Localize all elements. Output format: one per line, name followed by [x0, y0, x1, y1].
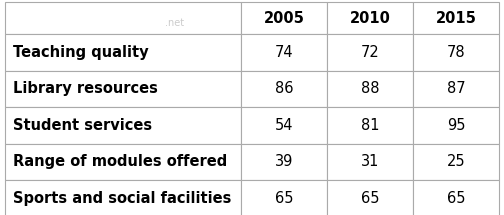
- Bar: [241, 180, 327, 215]
- Bar: [413, 2, 499, 34]
- Bar: [5, 71, 241, 107]
- Bar: [413, 180, 499, 215]
- Bar: [241, 2, 327, 34]
- Text: 78: 78: [447, 45, 465, 60]
- Bar: [5, 180, 241, 215]
- Text: Student services: Student services: [13, 118, 152, 133]
- Bar: [327, 180, 413, 215]
- Bar: [5, 34, 241, 71]
- Text: 74: 74: [275, 45, 293, 60]
- Bar: [413, 34, 499, 71]
- Bar: [5, 107, 241, 144]
- Text: 2015: 2015: [435, 11, 476, 26]
- Bar: [413, 71, 499, 107]
- Text: Library resources: Library resources: [13, 81, 157, 96]
- Bar: [327, 2, 413, 34]
- Bar: [327, 34, 413, 71]
- Text: 54: 54: [275, 118, 293, 133]
- Text: 87: 87: [447, 81, 465, 96]
- Text: 31: 31: [361, 154, 379, 169]
- Text: 86: 86: [275, 81, 293, 96]
- Text: 65: 65: [361, 191, 380, 206]
- Bar: [413, 144, 499, 180]
- Text: 65: 65: [275, 191, 293, 206]
- Text: .net: .net: [165, 18, 184, 28]
- Text: 2010: 2010: [350, 11, 391, 26]
- Text: 25: 25: [447, 154, 465, 169]
- Text: 2005: 2005: [264, 11, 304, 26]
- Bar: [413, 107, 499, 144]
- Bar: [241, 34, 327, 71]
- Text: 81: 81: [361, 118, 380, 133]
- Bar: [327, 71, 413, 107]
- Text: 65: 65: [447, 191, 465, 206]
- Text: Sports and social facilities: Sports and social facilities: [13, 191, 231, 206]
- Text: 39: 39: [275, 154, 293, 169]
- Bar: [327, 107, 413, 144]
- Bar: [241, 71, 327, 107]
- Bar: [327, 144, 413, 180]
- Text: 95: 95: [447, 118, 465, 133]
- Bar: [241, 144, 327, 180]
- Bar: [5, 2, 241, 34]
- Text: 72: 72: [361, 45, 380, 60]
- Bar: [5, 144, 241, 180]
- Text: 88: 88: [361, 81, 380, 96]
- Text: Range of modules offered: Range of modules offered: [13, 154, 227, 169]
- Bar: [241, 107, 327, 144]
- Text: Teaching quality: Teaching quality: [13, 45, 148, 60]
